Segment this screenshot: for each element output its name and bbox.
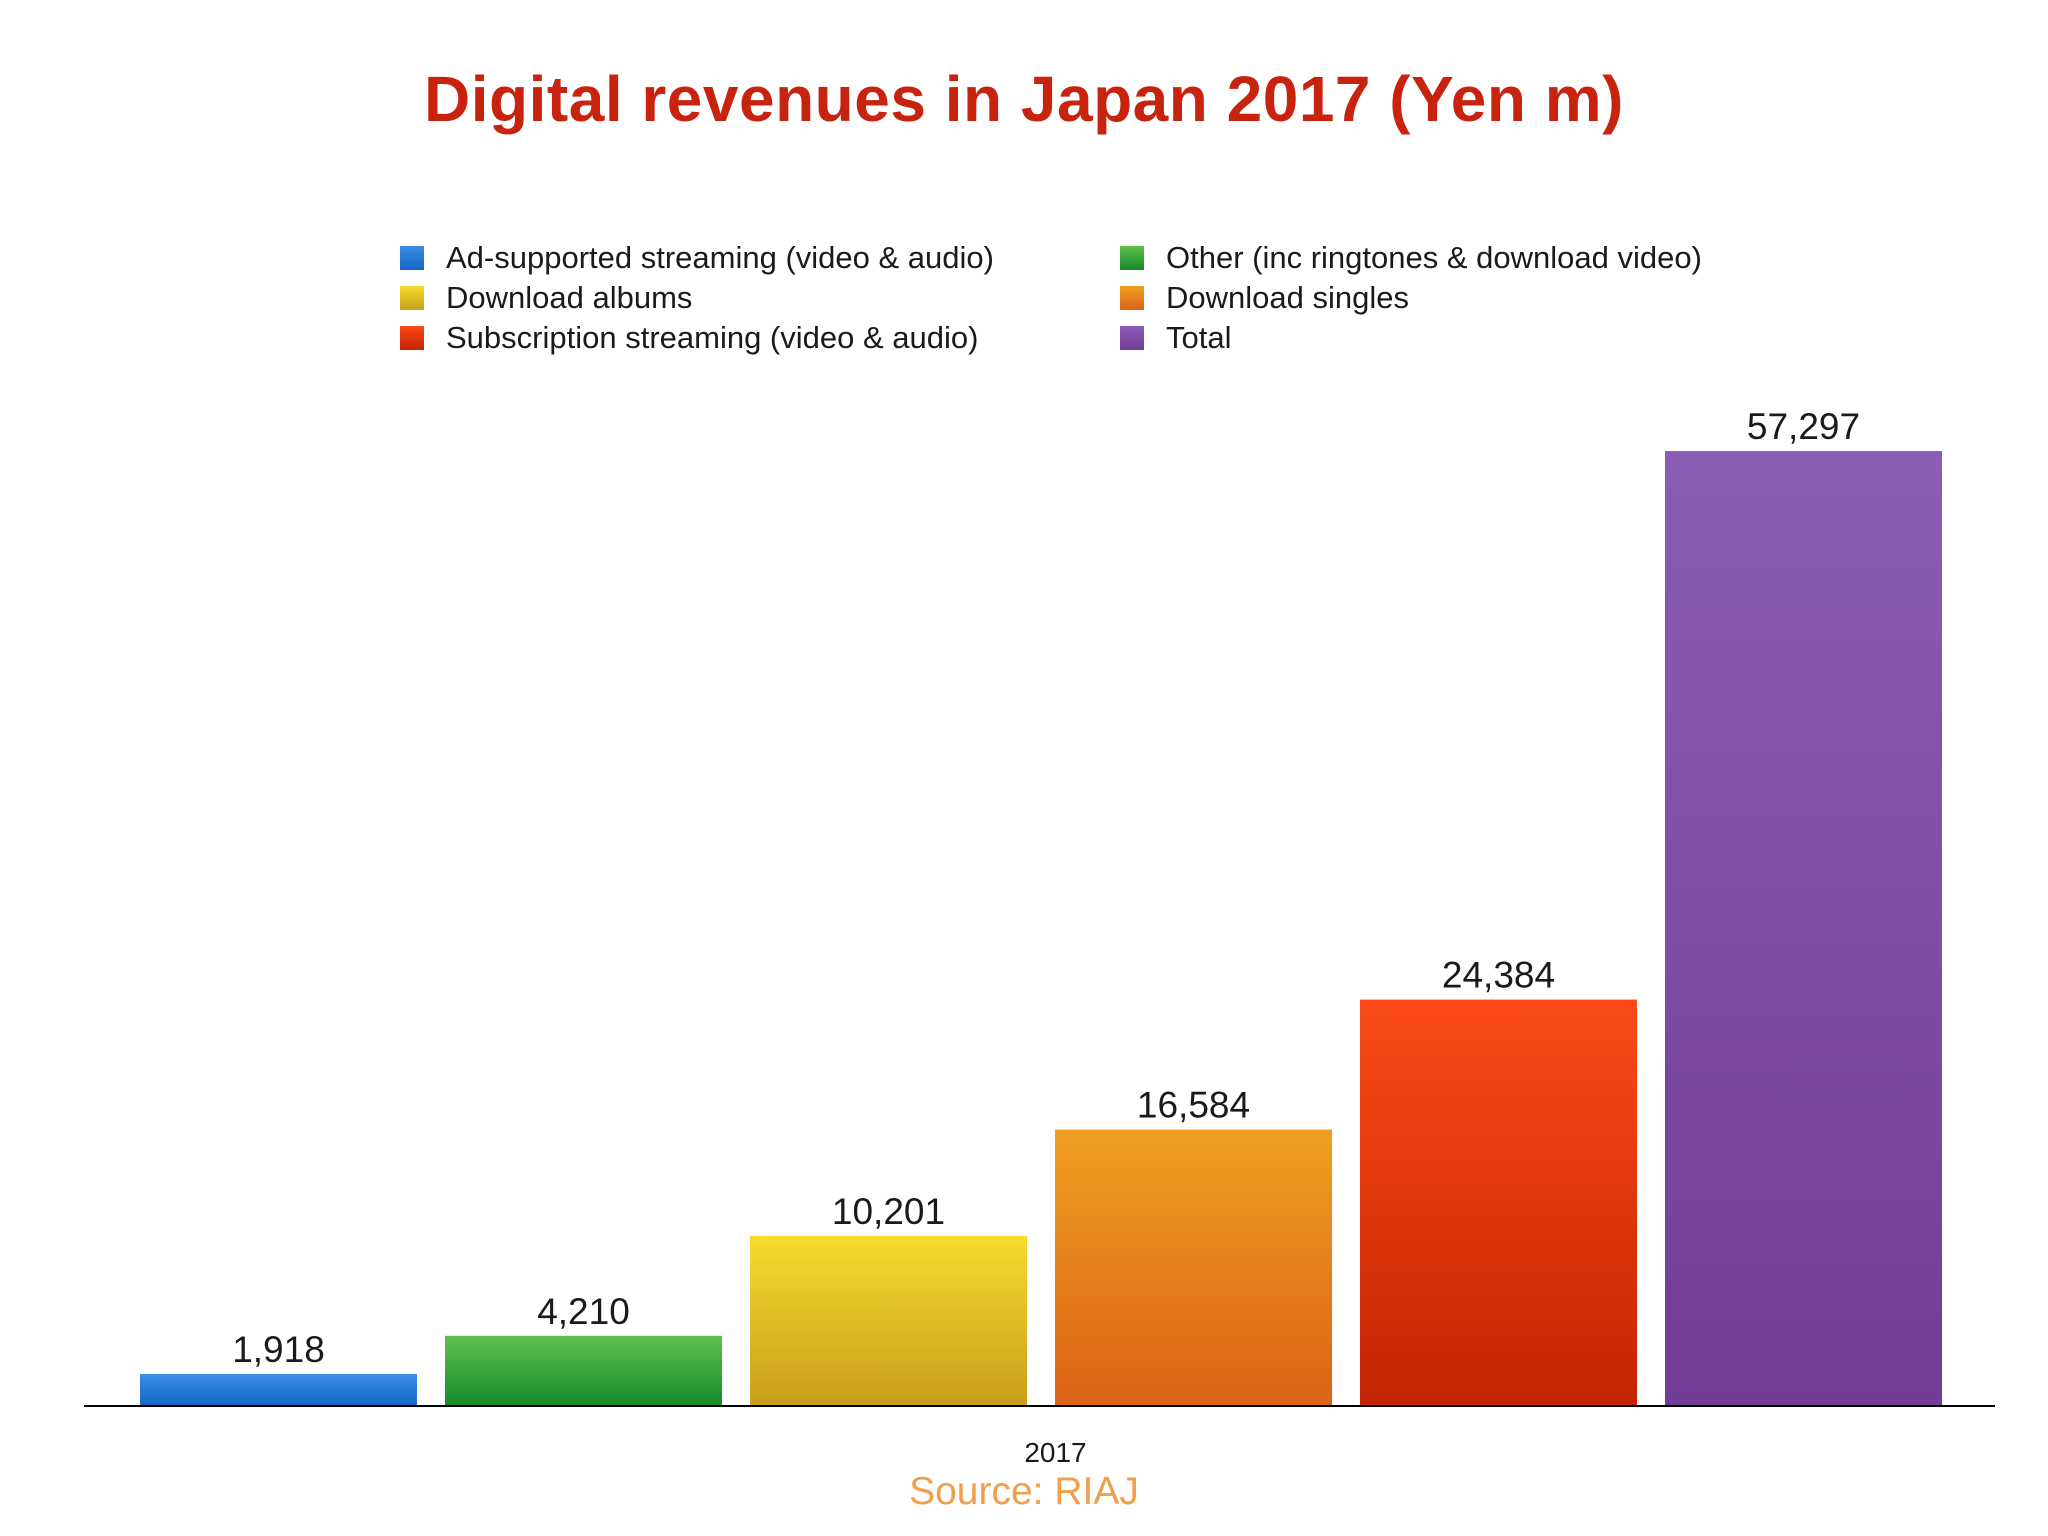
bar-value-label-4: 24,384 <box>1442 955 1555 996</box>
legend-label: Subscription streaming (video & audio) <box>446 320 979 355</box>
legend-label: Other (inc ringtones & download video) <box>1166 240 1702 275</box>
legend-label: Ad-supported streaming (video & audio) <box>446 240 994 275</box>
legend-label: Download albums <box>446 280 693 315</box>
legend-item-download-albums: Download albums <box>400 280 1120 316</box>
bar-1 <box>445 1335 722 1406</box>
x-tick-label: 2017 <box>1024 1437 1086 1468</box>
chart-legend: Ad-supported streaming (video & audio) D… <box>400 240 1760 356</box>
legend-label: Total <box>1166 320 1232 355</box>
bar-5 <box>1665 451 1942 1406</box>
legend-swatch <box>1120 326 1144 350</box>
chart-title: Digital revenues in Japan 2017 (Yen m) <box>424 63 1624 135</box>
legend-swatch <box>1120 286 1144 310</box>
bar-value-label-3: 16,584 <box>1137 1085 1250 1126</box>
bar-0 <box>140 1374 417 1406</box>
legend-item-download-singles: Download singles <box>1120 280 1760 316</box>
bar-value-label-2: 10,201 <box>832 1191 945 1232</box>
legend-swatch <box>400 246 424 270</box>
bar-4 <box>1360 999 1637 1406</box>
legend-item-subscription: Subscription streaming (video & audio) <box>400 320 1120 356</box>
bar-value-label-1: 4,210 <box>537 1291 630 1332</box>
bar-2 <box>750 1235 1027 1406</box>
bars-layer: 1,918 4,210 10,201 16,584 24,384 57,297 <box>140 406 1942 1406</box>
legend-label: Download singles <box>1166 280 1409 315</box>
legend-item-other: Other (inc ringtones & download video) <box>1120 240 1760 276</box>
source-note: Source: RIAJ <box>909 1470 1139 1513</box>
bar-value-label-0: 1,918 <box>232 1329 325 1370</box>
legend-item-ad-supported: Ad-supported streaming (video & audio) <box>400 240 1120 276</box>
legend-swatch <box>400 286 424 310</box>
bar-3 <box>1055 1129 1332 1406</box>
bar-value-label-5: 57,297 <box>1747 406 1860 447</box>
legend-swatch <box>400 326 424 350</box>
legend-item-total: Total <box>1120 320 1760 356</box>
legend-swatch <box>1120 246 1144 270</box>
